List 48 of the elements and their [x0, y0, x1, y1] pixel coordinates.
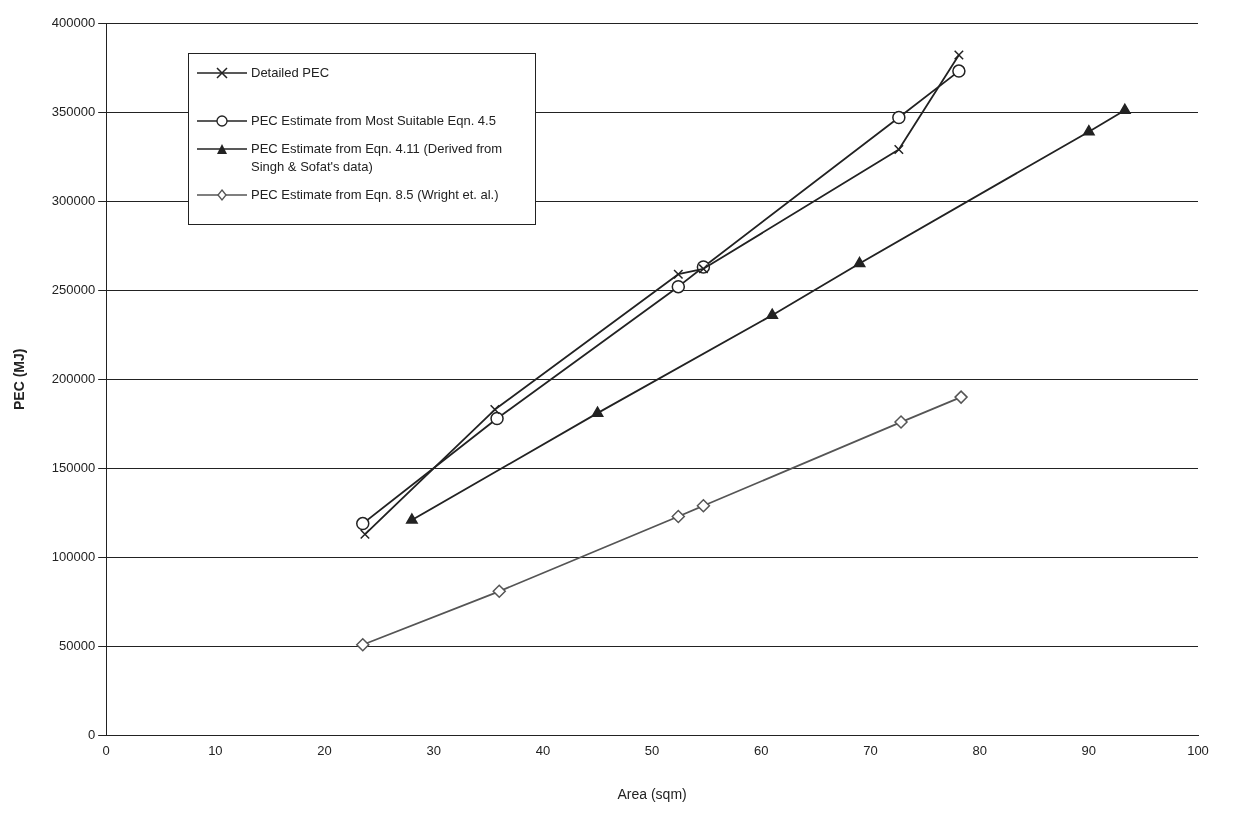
- point: [492, 584, 506, 599]
- point: [490, 411, 504, 426]
- legend-label: PEC Estimate from Eqn. 8.5 (Wright et. al.): [251, 186, 499, 204]
- point: [953, 50, 964, 61]
- point: [405, 513, 418, 524]
- y-tick-label: 50000: [59, 638, 96, 654]
- point: [892, 110, 906, 125]
- point: [766, 308, 779, 319]
- x-tick-label: 30: [426, 742, 441, 758]
- point: [1082, 124, 1095, 136]
- y-axis-title: PEC (MJ): [11, 348, 28, 411]
- point: [356, 637, 370, 652]
- point: [952, 64, 966, 78]
- y-tick-label: 100000: [51, 549, 96, 565]
- point: [671, 279, 686, 294]
- y-tick-label: 350000: [51, 103, 96, 119]
- y-tick-label: 0: [87, 727, 96, 743]
- y-tick-label: 400000: [51, 14, 96, 30]
- point: [853, 256, 866, 268]
- x-tick-label: 40: [535, 742, 551, 758]
- y-tick-label: 250000: [51, 281, 96, 297]
- legend-label: PEC Estimate from Eqn. 4.11 (Derived from Singh & Sofat's data): [251, 140, 504, 176]
- point: [1118, 103, 1131, 115]
- x-tick-label: 90: [1081, 742, 1097, 758]
- point: [489, 404, 500, 415]
- point: [696, 499, 711, 513]
- y-tick-label: 300000: [51, 192, 96, 208]
- legend-label: PEC Estimate from Most Suitable Eqn. 4.5: [251, 112, 496, 130]
- point: [894, 415, 908, 429]
- x-tick-label: 60: [754, 742, 769, 758]
- legend-label: Detailed PEC: [251, 64, 330, 82]
- x-tick-label: 70: [863, 742, 878, 758]
- x-tick-label: 10: [208, 742, 223, 758]
- x-axis-title: Area (sqm): [617, 786, 687, 803]
- point: [671, 509, 686, 524]
- point: [359, 529, 370, 540]
- point: [673, 269, 684, 280]
- x-tick-label: 80: [972, 742, 987, 758]
- x-tick-label: 50: [644, 742, 660, 758]
- x-tick-label: 0: [102, 742, 110, 758]
- point: [954, 390, 968, 404]
- point: [356, 516, 370, 531]
- x-tick-label: 20: [317, 742, 332, 758]
- x-tick-label: 100: [1187, 742, 1209, 758]
- y-tick-label: 200000: [51, 370, 96, 386]
- y-tick-label: 150000: [51, 459, 96, 475]
- point: [893, 144, 904, 155]
- point: [591, 406, 604, 417]
